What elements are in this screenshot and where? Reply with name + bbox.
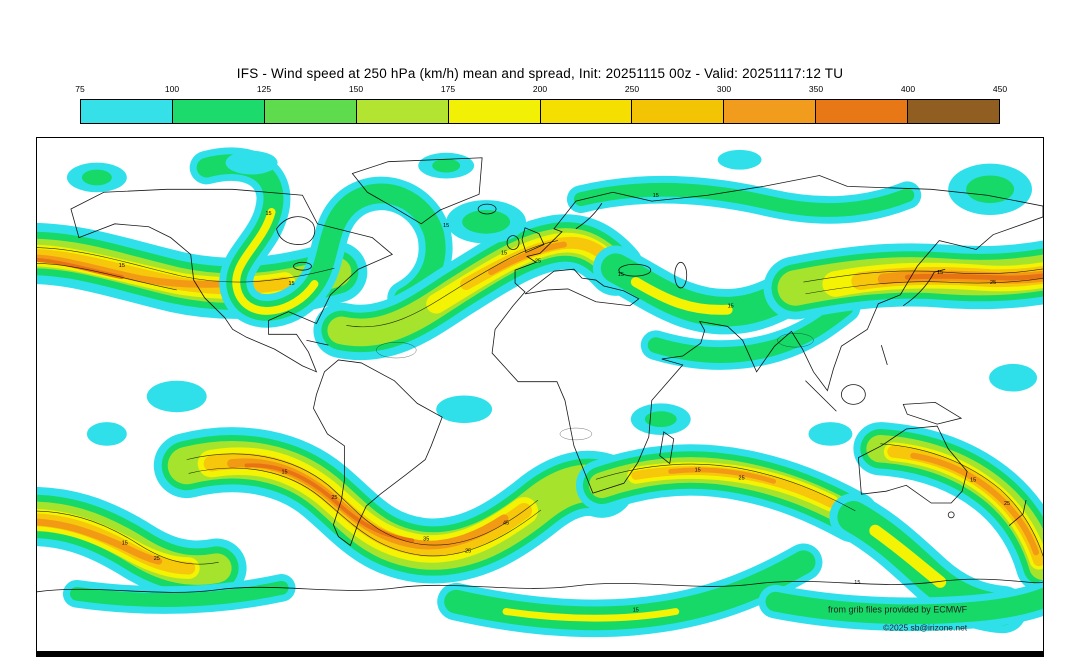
colorbar-tick: 200 [532,84,548,94]
colorbar-scale [80,99,1000,124]
contour-label: 15 [122,540,128,546]
jet-band-sh-west [37,486,247,600]
coast-borneo [841,384,866,405]
contour-label: 15 [970,477,976,483]
colorbar-cell [447,100,540,123]
coast-north-america [70,188,394,373]
page-title: IFS - Wind speed at 250 hPa (km/h) mean … [236,66,844,81]
colorbar-cell [171,100,264,123]
credits-line-1: from grib files provided by ECMWF [828,605,968,615]
jet-band-nh-west [37,222,368,319]
contour-label: 25 [535,258,541,264]
colorbar-tick: 250 [624,84,640,94]
colorbar-tick: 400 [900,84,916,94]
contour-label: 35 [423,537,429,543]
coast-ireland [506,235,520,250]
coast-australia [857,425,968,504]
contour-label: 15 [501,250,507,256]
jet-band-sh-pacific-hook [853,422,1043,593]
colorbar-tick-labels: 75 100 125 150 175 200 250 300 350 400 4… [75,84,1007,97]
coast-tasmania [947,511,955,519]
coast-hudson-bay [276,216,316,245]
jet-band-siberia [566,175,922,224]
world-map-svg: 15 15 15 15 25 15 15 15 15 25 15 25 15 2… [37,147,1043,638]
jet-band-atlantic [313,214,644,361]
contour-label: 15 [854,580,860,586]
contour-label: 45 [503,521,509,527]
contour-label: 15 [937,270,943,276]
contour-label: 15 [653,193,659,199]
colorbar-cell [539,100,632,123]
coast-new-guinea [902,401,963,425]
world-wind-map: 15 15 15 15 25 15 15 15 15 25 15 25 15 2… [36,137,1044,657]
jet-band-antarctic-west [62,574,296,614]
jet-band-north-america [189,147,453,328]
contour-label: 15 [443,223,449,229]
colorbar-cell [263,100,356,123]
coast-antarctica [37,578,1043,593]
colorbar: 75 100 125 150 175 200 250 300 350 400 4… [75,84,1007,128]
coastlines [37,157,1043,593]
jet-band-antarctic-east [758,580,1043,632]
jet-band-sh-indian [575,444,880,543]
contour-label: 25 [331,495,337,501]
contour-label: 15 [618,272,624,278]
jet-band-mid-asia [640,292,861,370]
colorbar-cell [81,100,172,123]
contour-label: 25 [1004,501,1010,507]
wind-speed-field [37,147,1043,638]
coast-greenland [351,157,483,225]
contour-label: 15 [265,211,271,217]
contour-label: 25 [154,556,160,562]
coast-new-zealand [1008,499,1027,527]
coast-japan [903,268,946,307]
contour-label: 15 [728,304,734,310]
contour-label: 25 [990,280,996,286]
colorbar-tick: 125 [256,84,272,94]
coast-caspian-sea [674,261,688,289]
credits-line-2: ©2025 sb@irizone.net [883,622,968,632]
coast-eurasia-africa [491,175,1043,494]
coast-great-lakes [293,261,312,271]
colorbar-tick: 300 [716,84,732,94]
colorbar-cell [907,100,1000,123]
colorbar-cell [355,100,448,123]
contour-label: 25 [739,475,745,481]
coast-cuba [306,339,329,346]
contour-label: 15 [119,263,125,269]
colorbar-tick: 75 [75,84,85,94]
contour-labels: 15 15 15 15 25 15 15 15 15 25 15 25 15 2… [119,193,1010,613]
jet-band-sh-central [153,427,635,584]
colorbar-tick: 350 [808,84,824,94]
colorbar-tick: 100 [164,84,180,94]
coast-iceland [477,203,497,215]
credits: from grib files provided by ECMWF ©2025 … [828,605,968,633]
coast-sumatra [805,380,837,412]
coast-black-sea [618,263,652,277]
jet-band-east-asia-pacific [763,240,1043,320]
coast-mediterranean [524,268,640,307]
coast-baltic [575,202,603,230]
coast-madagascar [659,431,675,465]
contour-label: 15 [281,469,287,475]
contour-label: 15 [695,467,701,473]
colorbar-cell [631,100,724,123]
spread-contours [37,240,1043,565]
jet-band-antarctic-center [437,543,823,638]
contour-label: 15 [633,608,639,614]
colorbar-tick: 450 [992,84,1008,94]
colorbar-tick: 175 [440,84,456,94]
coast-philippines [880,345,888,366]
contour-label: 15 [288,281,294,287]
contour-label: 25 [465,548,471,554]
coast-south-america [313,359,443,547]
colorbar-cell [723,100,816,123]
coast-britain [521,227,545,253]
colorbar-tick: 150 [348,84,364,94]
wind-patches [66,149,1038,446]
colorbar-cell [815,100,908,123]
